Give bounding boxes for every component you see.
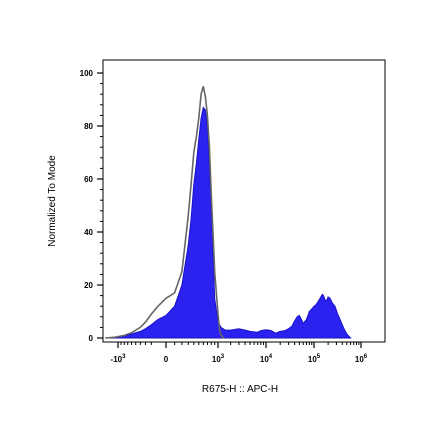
x-tick-label: -103 [111,354,127,364]
y-tick-label: 80 [84,122,93,131]
x-tick-label: 106 [355,354,368,364]
x-tick-label: 104 [260,354,273,364]
y-axis-title: Normalized To Mode [47,155,58,247]
y-tick-label: 20 [84,281,93,290]
x-axis: -103 0 103 104 105 106 [111,342,368,364]
x-tick-label: 105 [308,354,321,364]
control-histogram-line [105,86,225,339]
y-axis-minor-ticks [100,83,103,328]
plot-frame [102,59,386,343]
x-tick-label: 103 [212,354,225,364]
y-tick-label: 0 [89,334,94,343]
sample-histogram-area [105,106,352,339]
y-tick-label: 100 [80,69,94,78]
x-axis-title: R675-H :: APC-H [202,384,278,395]
y-tick-label: 60 [84,175,93,184]
x-axis-minor-ticks [120,342,360,345]
x-tick-label: 0 [164,355,169,364]
y-tick-label: 40 [84,228,93,237]
y-axis: 0 20 40 60 80 100 [80,69,103,343]
plot-area [102,59,386,343]
